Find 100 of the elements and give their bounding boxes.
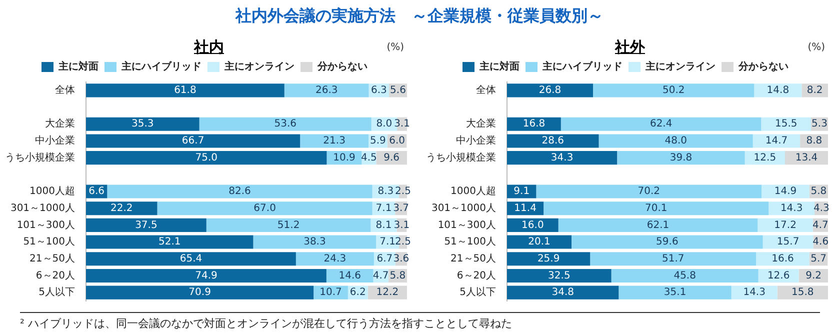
bar	[86, 84, 284, 98]
data-label: 5.8	[810, 186, 827, 198]
data-label: 7.1	[380, 236, 396, 248]
data-label: 14.9	[774, 186, 797, 198]
bar	[300, 134, 368, 148]
y-tick-label: 大企業	[45, 118, 75, 130]
data-label: 45.8	[674, 270, 696, 282]
bar	[284, 84, 369, 98]
y-tick-label: 1000人超	[30, 185, 75, 198]
data-label: 12.2	[376, 287, 399, 298]
data-label: 25.9	[537, 253, 560, 264]
data-label: 53.6	[274, 118, 296, 130]
data-label: 6.7	[376, 253, 393, 264]
data-label: 6.6	[88, 186, 105, 198]
bar	[536, 184, 762, 198]
data-label: 62.4	[650, 118, 672, 130]
data-label: 37.5	[135, 220, 158, 231]
data-label: 38.3	[304, 236, 326, 248]
y-tick-label: 5人以下	[460, 286, 496, 298]
data-label: 7.1	[376, 202, 392, 214]
data-label: 9.2	[806, 270, 822, 282]
data-label: 8.2	[806, 85, 823, 96]
data-label: 70.9	[188, 287, 211, 298]
legend-label: 主にオンライン	[644, 60, 716, 73]
data-label: 4.7	[372, 270, 389, 282]
data-label: 15.5	[774, 118, 798, 130]
bar	[558, 218, 758, 232]
y-tick-label: 21～50人	[30, 253, 75, 264]
y-tick-label: 301～1000人	[431, 202, 496, 214]
data-label: 12.5	[754, 152, 776, 164]
data-label: 4.7	[812, 220, 828, 231]
bar	[762, 235, 814, 249]
data-label: 4.6	[812, 236, 829, 248]
legend-label: 分からない	[316, 60, 368, 73]
data-label: 10.9	[333, 152, 356, 164]
text: (%)	[386, 42, 404, 53]
y-tick-label: 中小企業	[456, 134, 496, 147]
bar	[507, 117, 561, 131]
bar	[761, 117, 811, 131]
data-label: 9.6	[384, 152, 400, 164]
data-label: 3.7	[393, 202, 410, 214]
data-label: 51.7	[662, 253, 684, 264]
data-label: 8.1	[376, 220, 392, 231]
data-label: 16.6	[772, 253, 794, 264]
legend-label: 主にハイブリッド	[542, 60, 622, 73]
y-tick-label: 101～300人	[438, 220, 496, 231]
data-label: 51.2	[277, 220, 300, 231]
data-label: 3.1	[394, 118, 410, 130]
data-label: 13.4	[795, 152, 818, 164]
data-label: 20.1	[528, 236, 550, 248]
bar	[756, 252, 810, 266]
bar	[593, 84, 754, 98]
data-label: 70.1	[644, 202, 668, 214]
text: 社内外会議の実施方法 ～企業規模・従業員数別～	[234, 6, 604, 27]
y-tick-label: うち小規模企業	[426, 151, 496, 164]
data-label: 24.3	[324, 253, 346, 264]
bar	[611, 268, 758, 282]
bar	[507, 218, 558, 232]
data-label: 34.3	[550, 152, 574, 164]
bar	[86, 202, 158, 216]
bar	[199, 117, 372, 131]
data-label: 8.8	[806, 136, 822, 147]
data-label: 62.1	[646, 220, 670, 231]
data-label: 75.0	[195, 152, 218, 164]
bar	[86, 151, 327, 165]
legend-label: 分からない	[738, 60, 788, 73]
data-label: 5.7	[810, 253, 826, 264]
data-label: 14.3	[743, 287, 766, 298]
y-tick-label: 101～300人	[16, 220, 75, 231]
y-tick-label: 51～100人	[444, 236, 496, 248]
data-label: 9.1	[514, 186, 530, 198]
data-label: 65.4	[180, 253, 202, 264]
data-label: 39.8	[670, 152, 692, 164]
data-label: 21.3	[323, 136, 346, 147]
bar	[86, 286, 314, 300]
legend-label: 主にハイブリッド	[120, 60, 202, 73]
data-label: 6.0	[389, 136, 405, 147]
bar	[752, 134, 800, 148]
bar	[507, 84, 594, 98]
bar	[507, 235, 572, 249]
data-label: 22.2	[110, 202, 133, 214]
bar	[107, 184, 372, 198]
data-label: 14.6	[338, 270, 361, 282]
bar	[86, 252, 296, 266]
data-label: 61.8	[174, 85, 196, 96]
bar	[598, 134, 753, 148]
legend-label: 主に対面	[58, 60, 98, 73]
data-label: 5.3	[812, 118, 828, 130]
bar	[86, 134, 300, 148]
chart-title: 社外	[615, 38, 645, 56]
data-label: 5.8	[390, 270, 406, 282]
y-tick-label: 全体	[476, 84, 496, 96]
bar	[507, 134, 599, 148]
y-tick-label: 6～20人	[456, 270, 496, 282]
data-label: 4.5	[361, 152, 377, 164]
bar	[253, 235, 376, 249]
data-label: 50.2	[662, 85, 685, 96]
data-label: 3.1	[394, 220, 410, 231]
data-label: 8.0	[376, 118, 392, 130]
y-tick-label: 1000人超	[450, 185, 496, 198]
